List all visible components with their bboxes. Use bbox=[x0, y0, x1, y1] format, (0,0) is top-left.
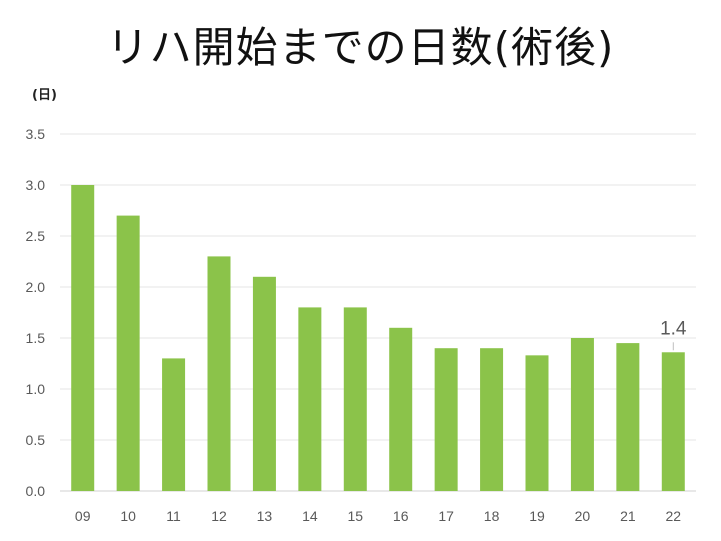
y-axis-unit-label: (日) bbox=[32, 88, 57, 103]
x-tick-label: 16 bbox=[393, 508, 409, 524]
bar bbox=[207, 256, 231, 491]
y-tick-label: 0.5 bbox=[26, 432, 46, 448]
bar bbox=[616, 343, 640, 491]
x-tick-label: 09 bbox=[75, 508, 91, 524]
y-tick-label: 2.0 bbox=[26, 279, 46, 295]
y-tick-label: 1.0 bbox=[26, 381, 46, 397]
bar bbox=[480, 348, 504, 491]
bar bbox=[661, 352, 685, 491]
bar bbox=[71, 185, 95, 491]
bar bbox=[434, 348, 458, 491]
y-tick-label: 3.0 bbox=[26, 177, 46, 193]
chart-title: リハ開始までの日数(術後) bbox=[106, 23, 615, 72]
bar bbox=[570, 338, 594, 491]
bar bbox=[343, 307, 367, 491]
x-tick-label: 14 bbox=[302, 508, 318, 524]
y-tick-label: 2.5 bbox=[26, 228, 46, 244]
bar bbox=[298, 307, 322, 491]
x-tick-label: 18 bbox=[484, 508, 500, 524]
y-tick-label: 0.0 bbox=[26, 483, 46, 499]
x-tick-label: 11 bbox=[166, 508, 181, 524]
x-tick-label: 15 bbox=[347, 508, 363, 524]
x-tick-label: 19 bbox=[529, 508, 545, 524]
y-tick-label: 1.5 bbox=[26, 330, 46, 346]
x-tick-label: 13 bbox=[257, 508, 273, 524]
x-tick-label: 10 bbox=[120, 508, 136, 524]
bar bbox=[389, 327, 413, 491]
x-tick-label: 17 bbox=[438, 508, 454, 524]
y-tick-label: 3.5 bbox=[26, 126, 46, 142]
x-tick-label: 12 bbox=[211, 508, 227, 524]
data-label: 1.4 bbox=[660, 318, 687, 339]
bar bbox=[525, 355, 549, 491]
x-tick-label: 22 bbox=[665, 508, 681, 524]
bar bbox=[162, 358, 186, 491]
x-tick-label: 21 bbox=[620, 508, 636, 524]
bar bbox=[252, 276, 276, 491]
x-tick-label: 20 bbox=[575, 508, 591, 524]
bar bbox=[116, 215, 140, 491]
